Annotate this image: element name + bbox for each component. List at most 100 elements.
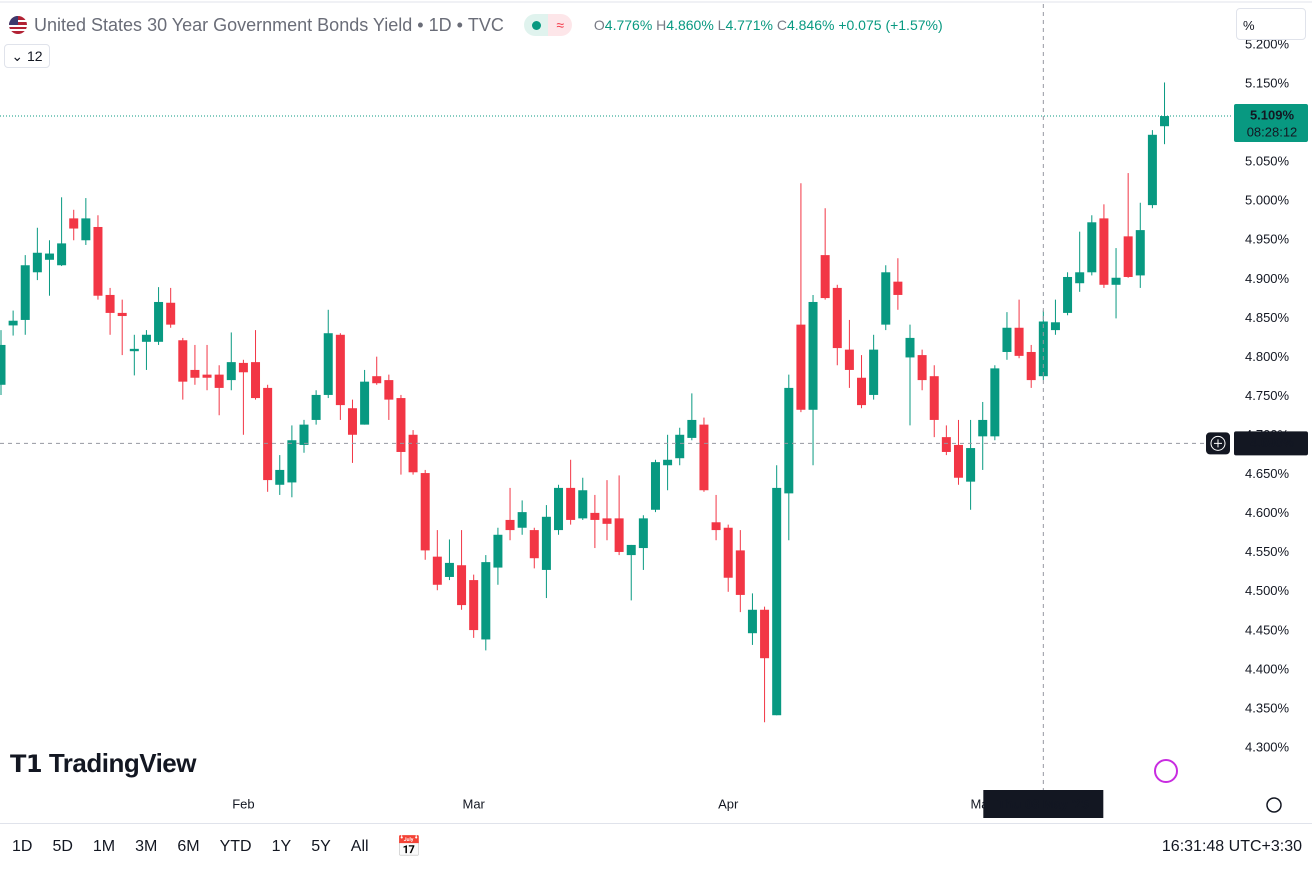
- y-tick-label: 4.600%: [1245, 505, 1290, 520]
- candle-body: [541, 516, 551, 570]
- y-tick-label: 4.500%: [1245, 583, 1290, 598]
- candle-body: [1014, 327, 1024, 356]
- y-tick-label: 4.400%: [1245, 661, 1290, 676]
- legend-key: H: [656, 17, 667, 33]
- candle-body: [166, 302, 176, 325]
- range-button[interactable]: 1Y: [271, 837, 292, 855]
- candle-body: [650, 462, 660, 510]
- countdown: 08:28:12: [1247, 124, 1298, 139]
- range-button[interactable]: 6M: [177, 837, 200, 855]
- candle-body: [178, 340, 188, 382]
- candle-body: [117, 312, 127, 317]
- add-plus: [1214, 439, 1222, 448]
- candle-body: [747, 609, 757, 634]
- interval[interactable]: 1D: [428, 14, 452, 35]
- scale-unit[interactable]: %: [1236, 8, 1306, 40]
- range-button[interactable]: YTD: [219, 837, 252, 855]
- legend-value: 4.846%: [786, 17, 835, 33]
- date-range-icon[interactable]: 📅: [396, 836, 422, 858]
- ohlc-legend: O4.776% H4.860% L4.771% C4.846% +0.075 (…: [594, 17, 943, 33]
- candle-body: [154, 301, 164, 342]
- candle-body: [1111, 277, 1121, 285]
- status-pill[interactable]: ≈: [523, 14, 572, 36]
- range-button[interactable]: 1D: [12, 837, 33, 855]
- candle-body: [1099, 218, 1109, 285]
- candle-body: [917, 355, 927, 381]
- range-button[interactable]: 3M: [135, 837, 158, 855]
- candle-body: [20, 265, 30, 320]
- legend-change-pct: (+1.57%): [885, 17, 943, 33]
- legend-key: O: [593, 17, 605, 33]
- legend-key: L: [717, 17, 726, 33]
- range-button[interactable]: 5Y: [311, 837, 331, 855]
- candle-body: [966, 448, 976, 482]
- indicators-toggle[interactable]: ⌄ 12: [4, 44, 50, 68]
- candle-body: [554, 487, 564, 531]
- candle-body: [784, 387, 794, 494]
- candle-body: [602, 518, 612, 524]
- y-tick-label: 4.900%: [1245, 271, 1290, 286]
- legend-value: 4.776%: [604, 17, 653, 33]
- candle-body: [93, 226, 103, 296]
- candle-body: [735, 550, 745, 595]
- flash-icon[interactable]: [1154, 759, 1178, 783]
- candle-body: [263, 387, 273, 481]
- settings-icon[interactable]: [1266, 797, 1282, 813]
- candle-body: [820, 255, 830, 299]
- candle-body: [44, 253, 54, 260]
- symbol-title[interactable]: United States 30 Year Government Bonds Y…: [34, 14, 413, 35]
- candle-body: [335, 334, 345, 406]
- candle-body: [1160, 116, 1170, 127]
- y-tick-label: 5.000%: [1245, 193, 1290, 208]
- candle-body: [881, 272, 891, 325]
- y-tick-label: 5.050%: [1245, 154, 1290, 169]
- candle-body: [614, 518, 624, 552]
- candle-body: [214, 374, 224, 388]
- candle-body: [796, 324, 806, 410]
- candle-body: [1002, 327, 1012, 352]
- y-tick-label: 4.300%: [1245, 739, 1290, 754]
- candle-body: [517, 512, 527, 528]
- candle-body: [347, 408, 357, 435]
- crosshair-y-label: 4.690%: [1250, 435, 1295, 450]
- candle-body: [444, 562, 454, 577]
- flag-icon: [9, 16, 27, 34]
- candle-body: [590, 512, 600, 520]
- y-tick-label: 4.850%: [1245, 310, 1290, 325]
- brand-logo[interactable]: 𝗧𝟭 TradingView: [10, 748, 197, 778]
- candle-body: [420, 473, 430, 551]
- last-price-box: [1234, 104, 1308, 143]
- legend-value: 4.771%: [725, 17, 773, 33]
- indicator-count: 12: [27, 48, 43, 64]
- candle-body: [711, 522, 721, 531]
- candle-body: [1075, 272, 1085, 284]
- candle-body: [57, 243, 67, 266]
- range-button[interactable]: All: [350, 837, 369, 855]
- candle-body: [396, 398, 406, 452]
- candle-body: [699, 424, 709, 491]
- legend-key: C: [776, 17, 787, 33]
- candle-body: [953, 444, 963, 478]
- candle-body: [432, 556, 442, 585]
- candle-body: [1123, 236, 1133, 277]
- header: United States 30 Year Government Bonds Y…: [8, 12, 943, 38]
- candle-body: [772, 487, 782, 716]
- crosshair-x-box: [983, 790, 1104, 818]
- x-tick-label: Apr: [718, 796, 739, 811]
- candle-body: [1063, 276, 1073, 313]
- range-button[interactable]: 1M: [92, 837, 116, 855]
- candle-body: [675, 434, 685, 459]
- source: TVC: [467, 14, 504, 35]
- candle-body: [832, 287, 842, 349]
- range-button[interactable]: 5D: [52, 837, 73, 855]
- candle-body: [978, 419, 988, 437]
- candle-body: [638, 518, 648, 549]
- candle-body: [1147, 134, 1157, 206]
- candle-body: [251, 362, 261, 399]
- y-tick-label: 5.200%: [1245, 36, 1290, 51]
- candle-body: [990, 368, 1000, 437]
- candle-body: [275, 469, 285, 485]
- candle-body: [893, 281, 903, 295]
- range-buttons: 1D 5D 1M 3M 6M YTD 1Y 5Y All: [0, 838, 377, 856]
